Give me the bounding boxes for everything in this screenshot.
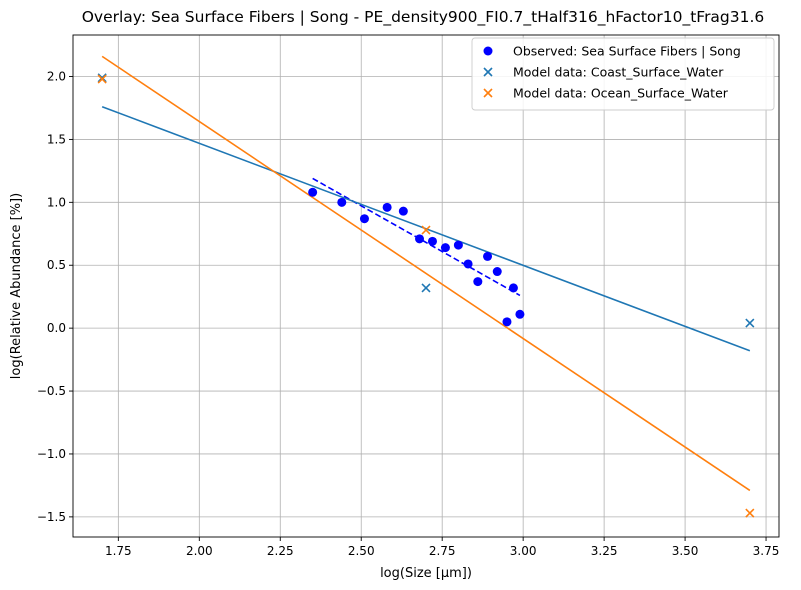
data-point-0-4 — [398, 206, 408, 216]
y-tick-label-4: 0.5 — [47, 258, 66, 272]
legend-label-0: Observed: Sea Surface Fibers | Song — [513, 44, 741, 59]
y-tick-label-6: 1.5 — [47, 132, 66, 146]
data-point-2-2-stroke-b — [745, 318, 755, 328]
x-tick-label-8: 3.75 — [753, 544, 780, 558]
x-tick-label-4: 2.75 — [429, 544, 456, 558]
data-point-2-0 — [97, 73, 107, 83]
data-point-0-5 — [415, 234, 425, 244]
y-tick-label-5: 1.0 — [47, 195, 66, 209]
axes-frame — [72, 34, 780, 538]
y-tick-label-0: −1.5 — [37, 510, 66, 524]
data-point-2-1-stroke-b — [421, 283, 431, 293]
data-point-0-15 — [515, 309, 525, 319]
x-tick-label-7: 3.50 — [672, 544, 699, 558]
data-point-4-1 — [421, 225, 431, 235]
data-point-0-8 — [453, 240, 463, 250]
data-point-0-9 — [463, 259, 473, 269]
y-tick-label-1: −1.0 — [37, 447, 66, 461]
data-point-2-0-stroke-b — [97, 73, 107, 83]
legend-marker-0 — [483, 46, 493, 56]
data-point-4-2 — [745, 508, 755, 518]
x-tick-label-3: 2.50 — [348, 544, 375, 558]
legend-label-1: Model data: Coast_Surface_Water — [513, 65, 724, 80]
data-point-2-2 — [745, 318, 755, 328]
plot-area: 1.75 2.00 2.25 2.50 2.75 3.00 3.25 3.50 3.75 −1.5… — [37, 34, 780, 558]
data-point-0-13 — [502, 317, 512, 327]
y-tick-label-3: 0.0 — [47, 321, 66, 335]
data-point-0-2 — [359, 214, 369, 224]
chart-title: Overlay: Sea Surface Fibers | Song - PE_… — [82, 8, 765, 27]
legend-box — [471, 37, 775, 111]
x-tick-label-2: 2.25 — [267, 544, 294, 558]
legend-marker-2 — [483, 88, 493, 98]
x-tick-label-5: 3.00 — [510, 544, 537, 558]
data-point-0-11 — [483, 251, 493, 261]
x-tick-label-0: 1.75 — [105, 544, 132, 558]
data-point-2-1 — [421, 283, 431, 293]
series-line-3 — [101, 105, 751, 352]
data-point-0-7 — [440, 243, 450, 253]
legend: Observed: Sea Surface Fibers | Song Model… — [471, 37, 775, 111]
data-point-0-0 — [308, 187, 318, 197]
data-point-0-14 — [508, 283, 518, 293]
data-point-0-3 — [382, 202, 392, 212]
y-axis-label: log(Relative Abundance [%]) — [9, 193, 24, 379]
data-point-0-12 — [492, 267, 502, 277]
legend-label-2: Model data: Ocean_Surface_Water — [513, 86, 729, 101]
data-point-4-2-stroke-b — [745, 508, 755, 518]
data-point-4-0 — [97, 74, 107, 84]
data-point-0-6 — [427, 236, 437, 246]
series-line-5 — [101, 55, 751, 492]
data-point-0-10 — [473, 277, 483, 287]
legend-marker-1 — [483, 67, 493, 77]
data-point-4-0-stroke-b — [97, 74, 107, 84]
data-point-4-1-stroke-b — [421, 225, 431, 235]
x-tick-label-6: 3.25 — [591, 544, 618, 558]
x-axis-label: log(Size [μm]) — [380, 566, 472, 581]
y-tick-label-2: −0.5 — [37, 384, 66, 398]
legend-marker-2-stroke-b — [483, 88, 493, 98]
legend-marker-1-stroke-b — [483, 67, 493, 77]
data-point-0-1 — [337, 197, 347, 207]
y-tick-label-7: 2.0 — [47, 70, 66, 84]
x-tick-label-1: 2.00 — [186, 544, 213, 558]
